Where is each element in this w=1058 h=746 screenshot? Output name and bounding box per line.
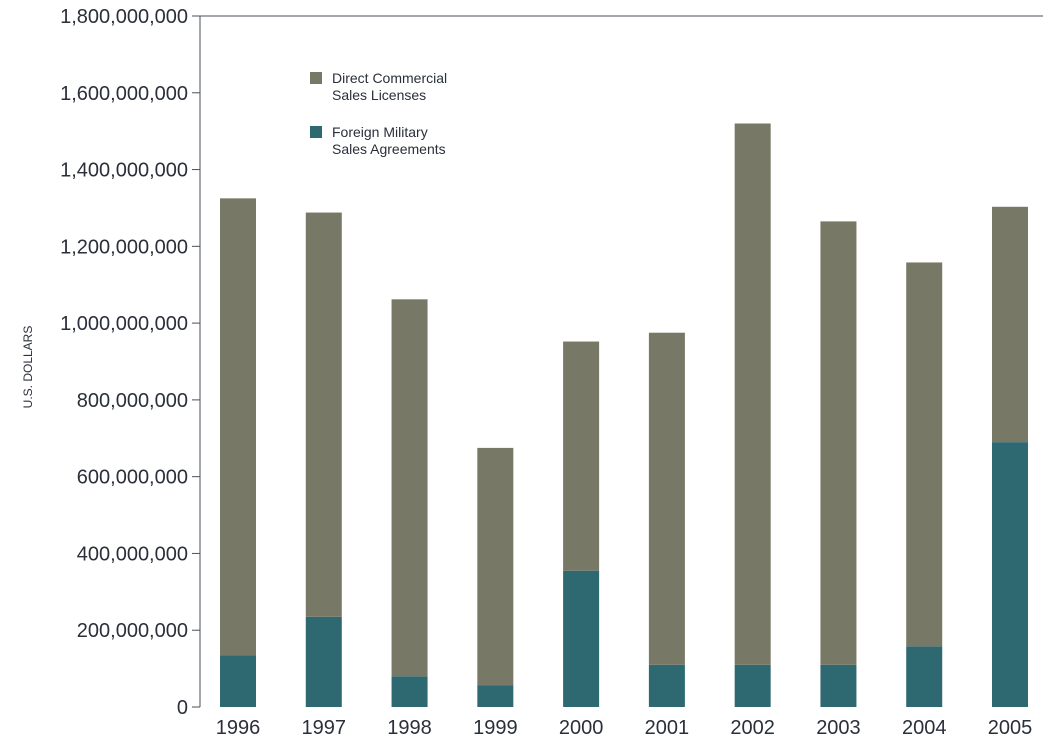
bar-foreign-military-sales <box>305 616 342 707</box>
y-tick-label: 400,000,000 <box>77 543 188 565</box>
legend-label: Sales Agreements <box>332 141 446 157</box>
x-tick-label: 1998 <box>387 717 432 739</box>
bar-direct-commercial-sales <box>563 341 600 571</box>
y-tick-label: 1,800,000,000 <box>60 6 188 28</box>
y-tick-label: 1,600,000,000 <box>60 83 188 105</box>
bar-foreign-military-sales <box>477 685 514 707</box>
x-tick-label: 1999 <box>473 717 518 739</box>
bar-direct-commercial-sales <box>220 198 256 656</box>
x-tick-label: 2000 <box>559 717 604 739</box>
y-axis: 0 200,000,000 400,000,000 600,000,000 800,00… <box>60 6 1043 719</box>
x-tick-label: 2002 <box>730 717 775 739</box>
bar-foreign-military-sales <box>906 646 943 707</box>
y-tick-label: 0 <box>177 697 188 719</box>
bar-direct-commercial-sales <box>820 221 857 665</box>
legend-swatch <box>310 72 322 84</box>
bar-foreign-military-sales <box>820 664 857 707</box>
x-tick-label: 1996 <box>216 717 261 739</box>
bar-direct-commercial-sales <box>391 299 428 677</box>
bar-foreign-military-sales <box>648 664 685 707</box>
bar-foreign-military-sales <box>391 676 428 707</box>
x-tick-label: 2001 <box>645 717 690 739</box>
x-axis-labels: 1996 1997 1998 1999 2000 2001 2002 2003 2004 2005 <box>216 717 1033 739</box>
bar-foreign-military-sales <box>992 442 1028 707</box>
y-tick-label: 200,000,000 <box>77 620 188 642</box>
bar-direct-commercial-sales <box>734 123 771 665</box>
x-tick-label: 1997 <box>302 717 347 739</box>
y-tick-label: 1,200,000,000 <box>60 236 188 258</box>
x-tick-label: 2003 <box>816 717 861 739</box>
y-tick-label: 600,000,000 <box>77 467 188 489</box>
bar-direct-commercial-sales <box>906 262 943 647</box>
x-tick-label: 2004 <box>902 717 947 739</box>
legend-swatch <box>310 126 322 138</box>
y-tick-label: 800,000,000 <box>77 390 188 412</box>
bar-foreign-military-sales <box>734 664 771 707</box>
bar-foreign-military-sales <box>563 570 600 707</box>
bar-direct-commercial-sales <box>305 212 342 617</box>
y-tick-label: 1,000,000,000 <box>60 313 188 335</box>
legend-label: Direct Commercial <box>332 70 447 86</box>
bar-foreign-military-sales <box>220 655 256 707</box>
bar-direct-commercial-sales <box>477 447 514 686</box>
legend-label: Foreign Military <box>332 124 428 140</box>
bars <box>220 123 1028 707</box>
legend-label: Sales Licenses <box>332 87 426 103</box>
bar-direct-commercial-sales <box>648 332 685 665</box>
y-tick-label: 1,400,000,000 <box>60 160 188 182</box>
bar-direct-commercial-sales <box>992 206 1028 443</box>
y-axis-label: U.S. DOLLARS <box>21 326 35 409</box>
x-tick-label: 2005 <box>988 717 1033 739</box>
